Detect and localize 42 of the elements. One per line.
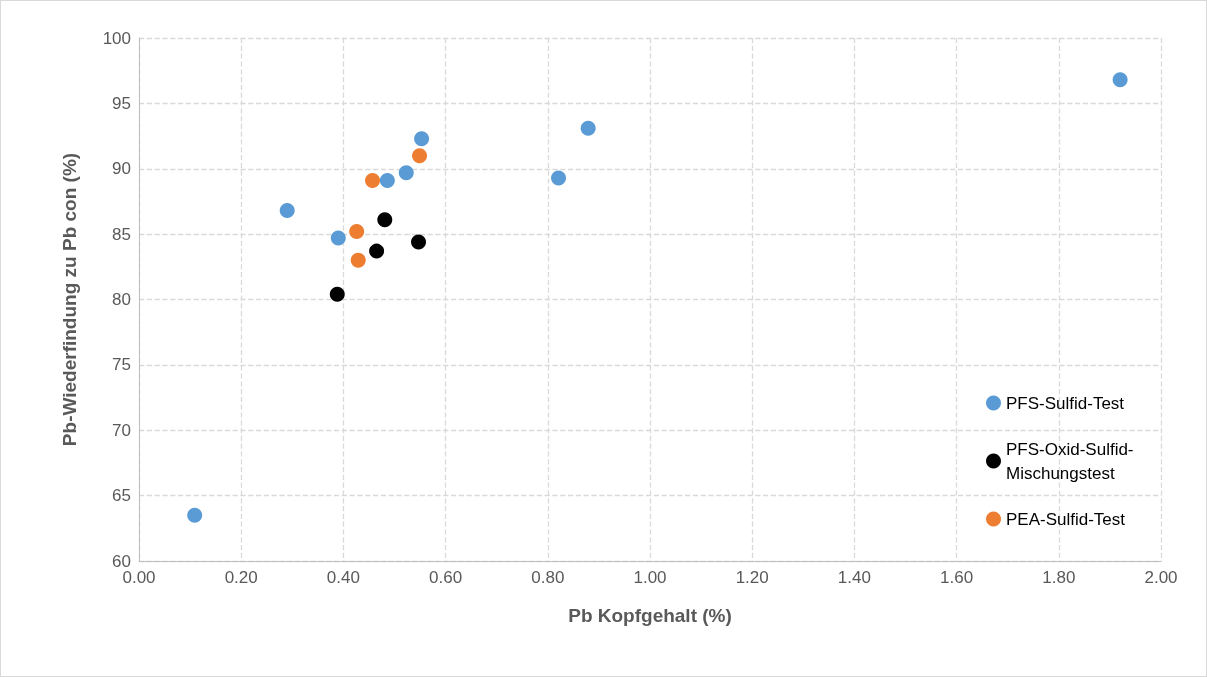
- point: [551, 170, 567, 186]
- point: [580, 120, 596, 136]
- x-tick-label: 0.00: [122, 568, 156, 587]
- point: [398, 165, 414, 181]
- point: [349, 224, 365, 240]
- x-tick-label: 1.20: [735, 568, 769, 587]
- point: [350, 252, 366, 268]
- point: [365, 173, 381, 189]
- point: [279, 203, 295, 219]
- point: [411, 234, 427, 250]
- point: [1112, 72, 1128, 88]
- legend-label: PFS-Sulfid-Test: [1006, 393, 1125, 413]
- point: [379, 173, 395, 189]
- x-tick-label: 0.40: [326, 568, 360, 587]
- y-tick-label: 100: [102, 28, 131, 48]
- x-tick-label: 1.40: [837, 568, 871, 587]
- point: [330, 230, 346, 246]
- y-tick-label: 60: [112, 551, 131, 571]
- point: [412, 148, 428, 164]
- y-tick-label: 90: [112, 159, 131, 179]
- point: [414, 131, 430, 147]
- y-tick-label: 80: [112, 290, 131, 309]
- y-tick-label: 70: [112, 420, 131, 440]
- x-tick-label: 0.80: [531, 568, 565, 587]
- point: [187, 507, 203, 523]
- x-axis-title: Pb Kopfgehalt (%): [568, 605, 732, 626]
- point: [377, 212, 393, 228]
- point: [329, 286, 345, 302]
- y-tick-label: 75: [112, 355, 131, 375]
- x-tick-label: 0.60: [429, 568, 463, 587]
- y-tick-label: 85: [112, 224, 131, 244]
- x-tick-label: 1.00: [633, 568, 667, 587]
- y-tick-label: 65: [112, 486, 131, 506]
- x-tick-label: 1.80: [1042, 568, 1076, 587]
- legend-label: PEA-Sulfid-Test: [1006, 509, 1126, 529]
- legend-label: PFS-Oxid-Sulfid-Mischungstest: [1006, 439, 1134, 483]
- y-tick-label: 95: [112, 93, 131, 113]
- y-axis-title: Pb-Wiederfindung zu Pb con (%): [59, 152, 80, 447]
- point: [369, 243, 385, 259]
- x-tick-label: 2.00: [1144, 568, 1178, 587]
- x-tick-label: 1.60: [940, 568, 974, 587]
- x-tick-label: 0.20: [224, 568, 258, 587]
